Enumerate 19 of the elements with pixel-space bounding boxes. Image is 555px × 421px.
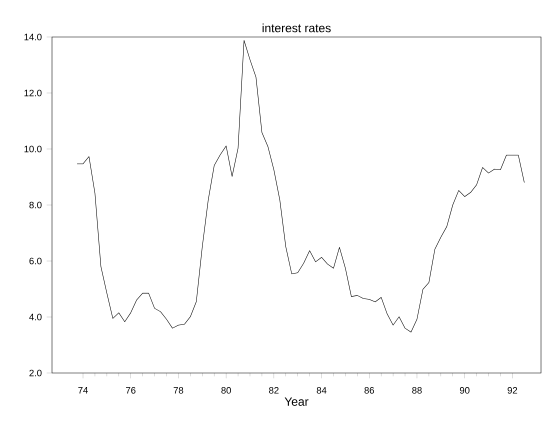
- chart-title: interest rates: [262, 23, 331, 32]
- y-tick-label: 8.0: [29, 202, 42, 208]
- y-tick-label: 4.0: [29, 314, 42, 320]
- y-tick-label: 14.0: [24, 34, 42, 40]
- y-tick-label: 2.0: [29, 370, 42, 376]
- x-tick-label: 92: [508, 387, 518, 394]
- y-tick-label: 12.0: [24, 90, 42, 96]
- x-tick-label: 78: [174, 387, 184, 394]
- y-tick-label: 6.0: [29, 258, 42, 264]
- x-axis-title: Year: [284, 397, 308, 406]
- x-tick-label: 88: [412, 387, 422, 394]
- x-tick-label: 80: [221, 387, 231, 394]
- y-tick-label: 10.0: [24, 146, 42, 152]
- x-tick-label: 84: [316, 387, 326, 394]
- x-tick-label: 76: [126, 387, 136, 394]
- x-tick-label: 74: [78, 387, 88, 394]
- x-tick-label: 82: [269, 387, 279, 394]
- x-tick-label: 90: [460, 387, 470, 394]
- x-tick-label: 86: [364, 387, 374, 394]
